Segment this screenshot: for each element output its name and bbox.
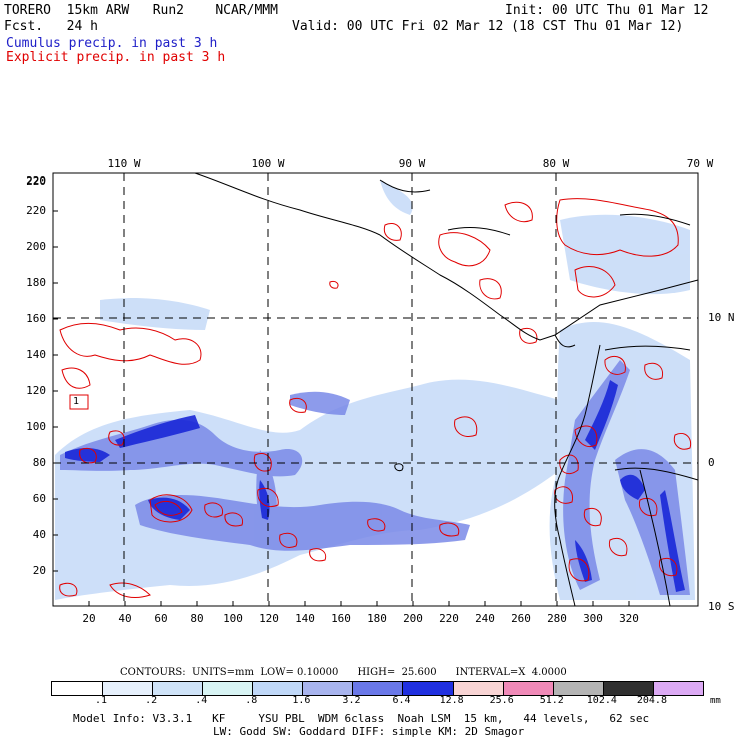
- scale-label: 204.8: [636, 695, 667, 706]
- lon-label-80w: 80 W: [542, 157, 570, 170]
- x-tick-label: 180: [367, 612, 387, 625]
- scale-unit: mm: [710, 696, 721, 706]
- x-tick-label: 320: [619, 612, 639, 625]
- valid-time: Valid: 00 UTC Fri 02 Mar 12 (18 CST Thu …: [292, 19, 684, 34]
- lon-label-100w: 100 W: [251, 157, 285, 170]
- scale-swatch: [52, 682, 103, 695]
- y-tick-label: 100: [26, 420, 46, 433]
- x-tick-label: 140: [295, 612, 315, 625]
- scale-label: .4: [195, 695, 208, 706]
- scale-swatch: [652, 682, 703, 695]
- lat-lon-grid: [53, 173, 698, 606]
- scale-swatch: [452, 682, 503, 695]
- scale-label: 1.6: [292, 695, 311, 706]
- lat-label-10n: 10 N: [708, 311, 735, 324]
- x-tick-label: 120: [259, 612, 279, 625]
- contours-info: CONTOURS: UNITS=mm LOW= 0.10000 HIGH= 25…: [120, 667, 567, 678]
- x-tick-label: 240: [475, 612, 495, 625]
- scale-label: 3.2: [342, 695, 361, 706]
- scale-label: 12.8: [439, 695, 464, 706]
- x-tick-label: 280: [547, 612, 567, 625]
- x-tick-label: 100: [223, 612, 243, 625]
- y-tick-label: 160: [26, 312, 46, 325]
- init-time: Init: 00 UTC Thu 01 Mar 12: [505, 3, 709, 18]
- scale-swatch: [302, 682, 353, 695]
- lon-label-90w: 90 W: [398, 157, 426, 170]
- y-tick-label: 80: [32, 456, 46, 469]
- scale-label: .1: [95, 695, 108, 706]
- model-title: TORERO 15km ARW Run2 NCAR/MMM: [4, 3, 278, 18]
- coastlines: [194, 172, 699, 607]
- cumulus-dark-shading: [65, 380, 685, 592]
- scale-label: 6.4: [392, 695, 411, 706]
- y-tick-label: 220: [26, 204, 46, 217]
- x-tick-label: 160: [331, 612, 351, 625]
- axis-ticks: [53, 210, 630, 606]
- scale-swatch: [552, 682, 603, 695]
- model-info-line1: Model Info: V3.3.1 KF YSU PBL WDM 6class…: [73, 712, 650, 725]
- model-info-line2: LW: Godd SW: Goddard DIFF: simple KM: 2D…: [213, 725, 525, 738]
- scale-swatch: [152, 682, 203, 695]
- scale-label: 51.2: [539, 695, 564, 706]
- scale-label: .8: [245, 695, 258, 706]
- y-tick-label: 220: [26, 174, 46, 187]
- lat-label-0: 0: [708, 456, 715, 469]
- scale-swatch: [502, 682, 553, 695]
- y-tick-label: 180: [26, 276, 46, 289]
- y-tick-label: 200: [26, 240, 46, 253]
- y-tick-label: 20: [32, 564, 46, 577]
- scale-swatch: [352, 682, 403, 695]
- x-tick-label: 300: [583, 612, 603, 625]
- y-tick-label: 60: [32, 492, 46, 505]
- boxed-contour-label: [69, 394, 89, 410]
- scale-swatch: [102, 682, 153, 695]
- x-tick-label: 220: [439, 612, 459, 625]
- y-tick-label: 220: [26, 175, 46, 188]
- precip-field: [55, 180, 695, 600]
- x-tick-label: 260: [511, 612, 531, 625]
- boxed-contour-value: 1: [73, 396, 80, 407]
- x-tick-label: 20: [82, 612, 96, 625]
- explicit-legend-label: Explicit precip. in past 3 h: [6, 50, 226, 65]
- lon-label-110w: 110 W: [107, 157, 141, 170]
- lon-label-70w: 70 W: [686, 157, 714, 170]
- color-scale-bar: [51, 681, 704, 696]
- scale-swatch: [202, 682, 253, 695]
- forecast-hour: Fcst. 24 h: [4, 19, 98, 34]
- x-tick-label: 60: [154, 612, 168, 625]
- explicit-precip-contours: [59, 198, 692, 598]
- map-frame: [52, 172, 699, 607]
- x-tick-label: 40: [118, 612, 132, 625]
- y-tick-label: 120: [26, 384, 46, 397]
- y-tick-label: 140: [26, 348, 46, 361]
- y-tick-label: 40: [32, 528, 46, 541]
- scale-label: 102.4: [586, 695, 617, 706]
- scale-label: .2: [145, 695, 158, 706]
- cumulus-legend-label: Cumulus precip. in past 3 h: [6, 36, 218, 51]
- x-tick-label: 200: [403, 612, 423, 625]
- scale-swatch: [602, 682, 653, 695]
- lat-label-10s: 10 S: [708, 600, 735, 613]
- scale-label: 25.6: [489, 695, 514, 706]
- x-tick-label: 80: [190, 612, 204, 625]
- color-scale-labels: .1 .2 .4 .8 1.6 3.2 6.4 12.8 25.6 51.2 102.4 204.8: [51, 695, 702, 709]
- scale-swatch: [252, 682, 303, 695]
- scale-swatch: [402, 682, 453, 695]
